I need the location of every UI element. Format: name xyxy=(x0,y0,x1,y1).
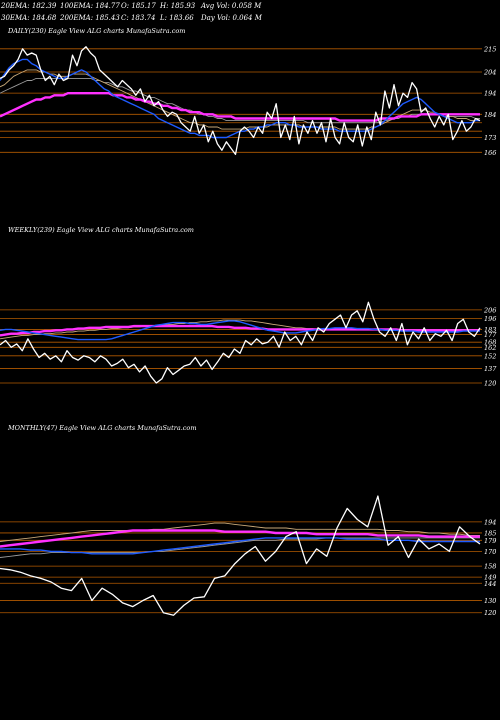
daily-panel: DAILY(230) Eagle View ALG charts MunafaS… xyxy=(0,27,496,157)
weekly-y-tick-4: 168 xyxy=(484,339,496,347)
monthly-price-line xyxy=(0,495,481,616)
header-stat: Day Vol: 0.064 M xyxy=(201,14,262,22)
weekly-y-tick-5: 162 xyxy=(484,344,496,352)
daily-price-line xyxy=(0,46,481,156)
header-stat: Avg Vol: 0.058 M xyxy=(201,2,262,10)
daily-y-tick-0: 215 xyxy=(483,45,496,53)
header-stat: 20EMA: 182.39 xyxy=(1,2,57,10)
daily-y-tick-5: 166 xyxy=(484,149,496,157)
daily-title: DAILY(230) Eagle View ALG charts MunafaS… xyxy=(7,27,185,35)
weekly-y-tick-6: 152 xyxy=(484,352,496,360)
daily-y-tick-4: 173 xyxy=(484,134,496,142)
monthly-y-tick-7: 130 xyxy=(484,597,496,605)
monthly-y-tick-3: 170 xyxy=(484,548,496,556)
weekly-panel: WEEKLY(239) Eagle View ALG charts Munafa… xyxy=(0,226,497,388)
monthly-y-tick-4: 158 xyxy=(484,563,496,571)
header-stat: C: 183.74 xyxy=(121,14,156,22)
weekly-price-line xyxy=(0,301,481,384)
weekly-y-tick-8: 120 xyxy=(484,380,496,388)
daily-y-tick-3: 184 xyxy=(484,111,496,119)
header-stat: H: 185.93 xyxy=(160,2,196,10)
daily-ema-fast-line xyxy=(0,58,480,139)
header-stat: 200EMA: 185.43 xyxy=(60,14,120,22)
monthly-ema-slow-line xyxy=(0,529,480,548)
weekly-y-tick-2: 183 xyxy=(484,326,496,334)
monthly-y-tick-5: 149 xyxy=(484,574,496,582)
daily-y-tick-2: 194 xyxy=(484,90,496,98)
monthly-ema-tan-line xyxy=(0,522,480,542)
monthly-y-tick-1: 185 xyxy=(484,529,496,537)
daily-y-tick-1: 204 xyxy=(483,69,496,77)
weekly-y-tick-7: 137 xyxy=(484,365,497,373)
monthly-y-tick-0: 194 xyxy=(484,518,496,526)
monthly-y-tick-6: 144 xyxy=(484,580,496,588)
monthly-panel: MONTHLY(47) Eagle View ALG charts Munafa… xyxy=(0,424,496,617)
header-stat: 30EMA: 184.68 xyxy=(1,14,57,22)
monthly-title: MONTHLY(47) Eagle View ALG charts Munafa… xyxy=(7,424,196,432)
daily-ema-slow-line xyxy=(0,91,480,122)
weekly-y-tick-1: 196 xyxy=(484,315,496,323)
weekly-title: WEEKLY(239) Eagle View ALG charts Munafa… xyxy=(8,226,194,234)
weekly-y-tick-3: 177 xyxy=(484,331,497,339)
weekly-y-tick-0: 206 xyxy=(483,306,496,314)
monthly-y-tick-2: 179 xyxy=(484,537,496,545)
daily-ema-gray-line xyxy=(0,77,480,124)
monthly-y-tick-8: 120 xyxy=(484,609,496,617)
header-stat: 100EMA: 184.77 xyxy=(60,2,120,10)
header-stat: O: 185.17 xyxy=(121,2,156,10)
header-stat: L: 183.66 xyxy=(160,14,194,22)
